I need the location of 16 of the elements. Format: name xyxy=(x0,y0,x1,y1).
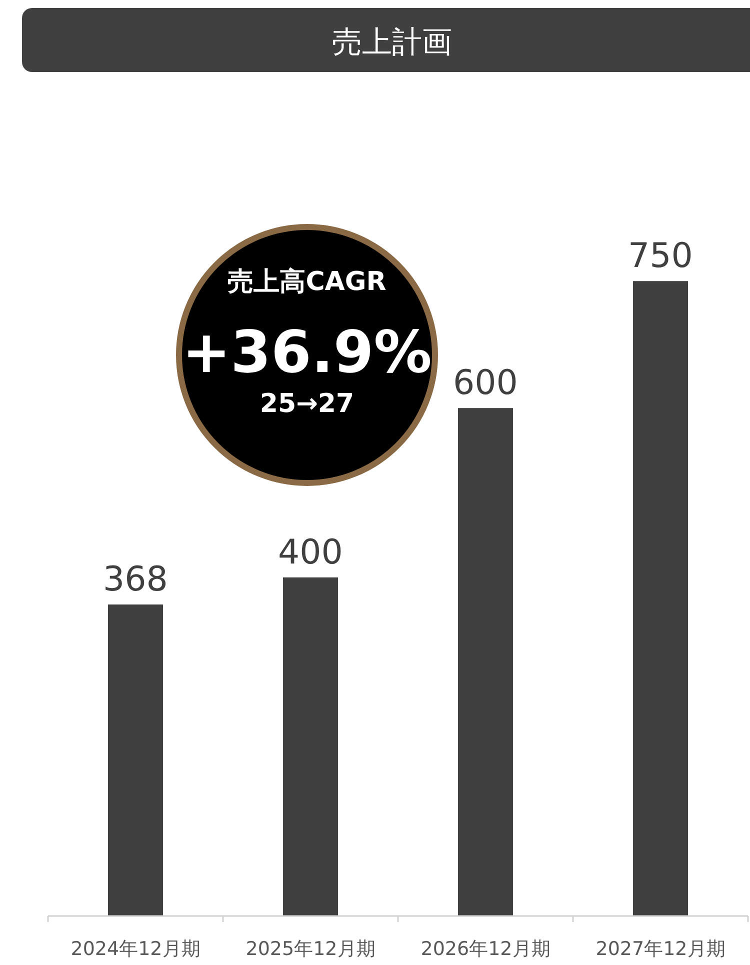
x-tick-label: 2024年12月期 xyxy=(70,938,200,960)
x-tick-label: 2025年12月期 xyxy=(246,938,376,960)
bar xyxy=(108,604,163,916)
data-label: 750 xyxy=(628,236,693,276)
data-label: 400 xyxy=(278,532,343,572)
data-label: 600 xyxy=(453,363,518,404)
x-tick-label: 2026年12月期 xyxy=(420,938,550,960)
chart-title: 売上計画 xyxy=(332,25,452,60)
annotation: +36.9% xyxy=(182,318,432,386)
data-label: 368 xyxy=(103,559,168,600)
annotation: 売上高CAGR xyxy=(228,267,386,297)
annotation: 25→27 xyxy=(260,389,354,419)
bar xyxy=(458,408,513,916)
x-tick-label: 2027年12月期 xyxy=(596,938,726,960)
bar xyxy=(283,577,338,916)
bar xyxy=(633,281,688,916)
